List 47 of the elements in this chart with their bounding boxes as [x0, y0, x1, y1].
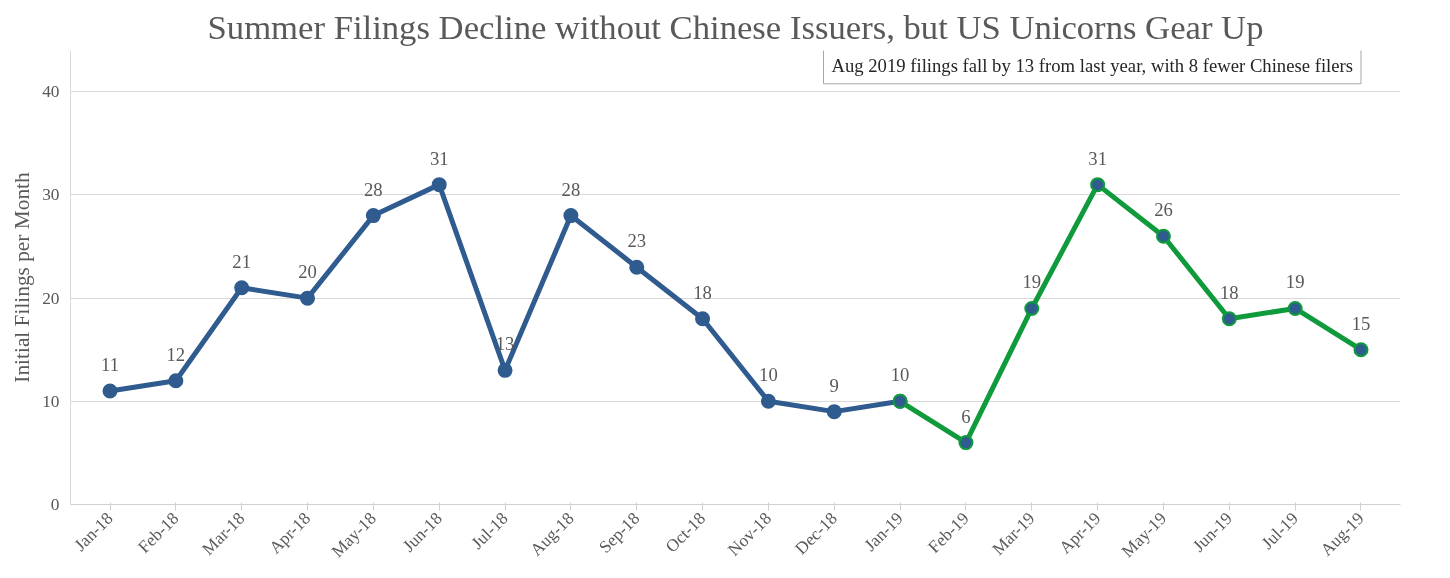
- y-tick-label: 30: [42, 185, 60, 205]
- data-label: 31: [429, 147, 449, 169]
- point: [497, 362, 513, 378]
- data-label: 31: [1088, 147, 1107, 169]
- data-label: 18: [1219, 281, 1239, 303]
- point: [1090, 177, 1106, 193]
- data-label: 28: [364, 178, 383, 200]
- point: [563, 208, 579, 224]
- data-label: 6: [961, 405, 971, 427]
- point: [1221, 311, 1237, 327]
- chart-title: Summer Filings Decline without Chinese Issuers, but US Unicorns Gear Up: [207, 7, 1264, 46]
- point: [102, 383, 118, 399]
- point: [300, 290, 316, 306]
- data-label: 19: [1022, 271, 1042, 293]
- point: [431, 177, 447, 193]
- point: [629, 259, 645, 275]
- y-axis-title: Initial Filings per Month: [10, 172, 35, 383]
- data-label: 26: [1154, 199, 1173, 221]
- data-label: 20: [298, 261, 317, 283]
- point: [168, 373, 184, 389]
- annotation: Aug 2019 filings fall by 13 from last year, with 8 fewer Chinese filers: [831, 54, 1353, 76]
- data-label: 10: [759, 364, 778, 386]
- y-tick-label: 40: [42, 82, 60, 102]
- y-tick-label: 0: [50, 495, 60, 514]
- point: [1287, 300, 1303, 316]
- point: [826, 404, 842, 420]
- y-tick-label: 10: [42, 391, 60, 411]
- data-label: 11: [101, 354, 119, 375]
- point: [1024, 300, 1040, 316]
- point: [234, 280, 250, 296]
- data-label: 23: [627, 230, 647, 252]
- point: [1155, 228, 1171, 244]
- point: [695, 311, 711, 327]
- data-label: 10: [890, 364, 910, 386]
- data-label: 15: [1351, 312, 1371, 334]
- data-label: 9: [829, 374, 839, 396]
- data-label: 13: [495, 333, 515, 355]
- data-label: 19: [1285, 271, 1305, 293]
- point: [760, 393, 776, 409]
- y-tick-label: 20: [42, 288, 60, 308]
- data-label: 21: [232, 250, 252, 272]
- data-label: 28: [561, 178, 581, 200]
- point: [365, 208, 381, 224]
- data-label: 12: [166, 343, 186, 365]
- data-label: 18: [693, 281, 712, 303]
- point: [1353, 342, 1369, 358]
- point: [958, 435, 974, 451]
